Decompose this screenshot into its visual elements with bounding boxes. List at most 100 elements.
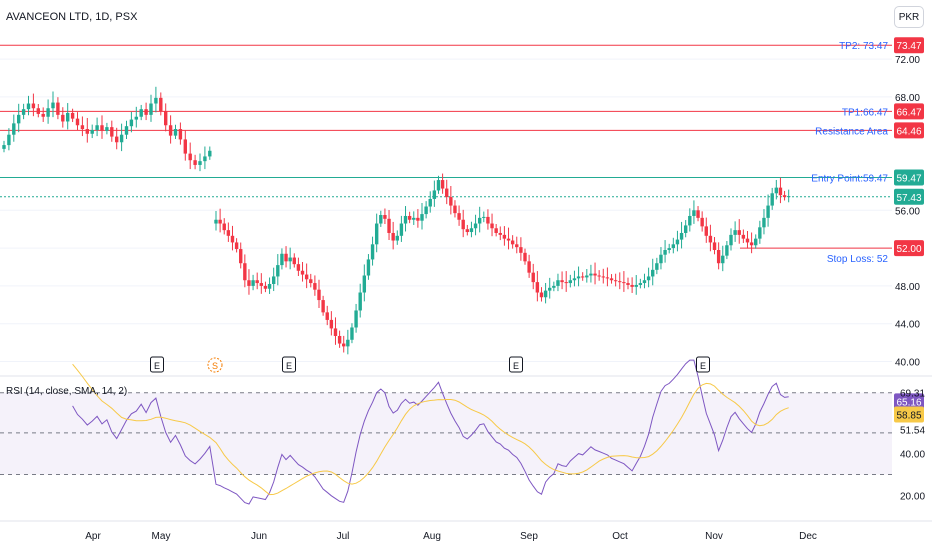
candle [230,225,235,251]
candle-body [692,210,696,216]
candle-body [300,270,305,275]
candle-body [679,232,684,240]
candle-body [259,283,264,286]
candle-body [399,223,404,236]
candle [296,257,301,276]
candle-body [346,339,350,347]
candle [321,295,325,316]
candle-body [263,285,268,289]
candle-body [247,280,251,286]
candle-body [593,273,597,276]
candle-body [403,215,408,224]
candle [758,220,762,244]
price-axis-tick: 56.00 [895,206,920,217]
candle-body [754,238,758,246]
candle [741,229,746,243]
level-label: Resistance Area [815,126,888,137]
level-labels: TP2: 73.47 73.47 TP1:66.47 66.47 Resistance … [811,37,924,265]
candle [350,323,354,344]
candle-body [519,247,523,253]
candle-body [716,249,721,264]
candle [21,103,26,120]
time-axis-month: Dec [799,531,817,542]
candle [712,237,717,255]
candle-body [284,253,288,262]
candle [159,92,163,116]
candle-body [119,134,124,143]
price-tag: 59.47 [894,169,924,186]
price-tag-value: 64.46 [896,126,921,137]
candle [154,86,158,113]
candle [589,264,593,283]
candle [51,91,55,118]
candle-body [420,214,424,221]
candle [506,227,511,250]
candle [251,274,255,291]
candle-body [95,125,99,130]
candle [90,124,94,139]
candle [564,271,568,292]
candle-body [56,102,60,115]
candle [473,214,478,236]
candle-body [527,261,531,273]
candle-body [304,274,309,280]
rsi-sma-tag: 58.85 [894,406,924,423]
candle-body [502,234,507,239]
candle-body [358,292,362,311]
candle [766,194,770,227]
candle-body [329,319,334,329]
candle-body [585,275,589,278]
candle [337,330,342,348]
candle [374,213,379,253]
candle-body [255,280,259,284]
candle [465,224,470,236]
candle [510,235,515,249]
candle-body [725,245,729,256]
level-label: TP2: 73.47 [839,41,888,52]
candle-body [46,108,50,117]
candle-body [564,282,568,284]
candle-body [515,244,519,248]
candle-body [646,276,651,281]
candle-body [362,275,367,293]
candle-body [271,276,276,285]
candle-body [239,249,243,264]
candle-body [642,280,647,284]
price-tag-value: 59.47 [896,174,921,185]
price-tag-background [894,103,924,120]
candle [399,215,404,242]
candle [124,120,129,140]
candle [523,248,527,265]
candle [543,282,548,304]
candle-body [31,103,36,109]
candle [642,273,647,289]
candle-body [214,219,218,224]
candle-body [407,215,412,220]
candle-body [317,289,321,301]
candle [354,303,358,333]
candle-body [110,127,114,137]
candle [61,107,65,128]
candle [134,106,138,128]
candle-body [280,253,284,266]
rsi-lines: 65.16 58.85 [72,359,924,505]
candle [605,267,610,287]
candle [66,103,70,130]
candle [234,238,239,253]
time-axis-month: Jun [251,531,267,542]
currency-button[interactable]: PKR [894,6,924,28]
candle [149,94,153,122]
candle-body [218,219,222,224]
candle [745,230,750,249]
candle [370,236,375,266]
candle [263,281,268,293]
rsi-value-tag-background [894,393,924,410]
level-label: Entry Point:59.47 [811,174,888,185]
candle [721,245,725,272]
candle [329,311,334,336]
rsi-axis-tick: 51.54 [900,426,925,437]
candle [218,208,222,233]
candle [424,201,428,219]
